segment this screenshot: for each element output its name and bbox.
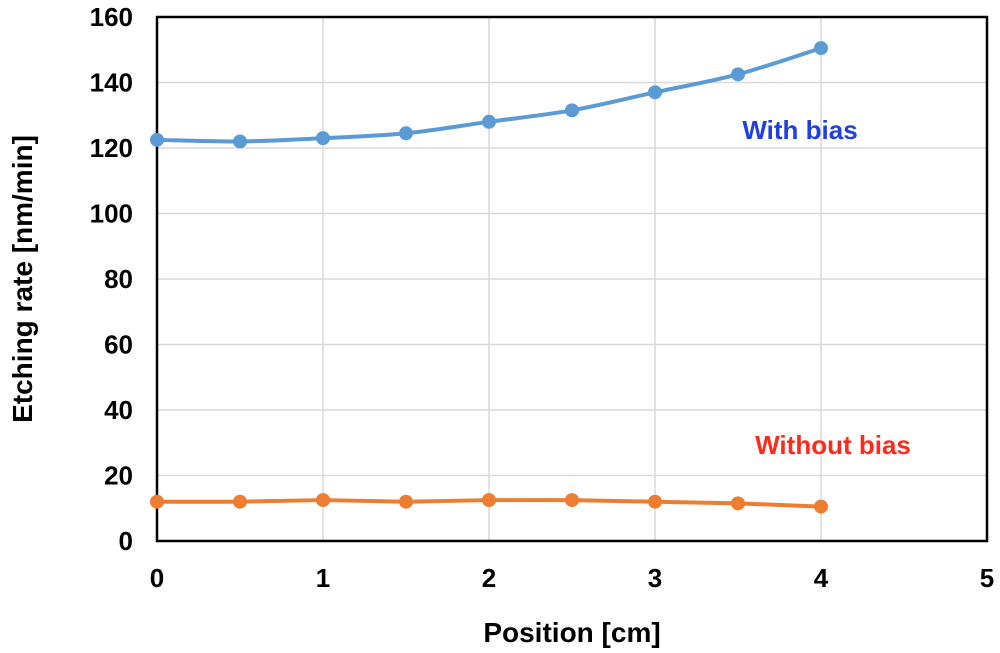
x-tick-label: 4 — [814, 563, 829, 593]
data-point-s1-8 — [814, 499, 828, 514]
x-tick-label: 1 — [316, 563, 330, 593]
data-point-s1-5 — [565, 493, 579, 508]
data-point-s1-1 — [233, 494, 247, 509]
series-label-with-bias: With bias — [742, 115, 857, 145]
x-tick-label: 0 — [150, 563, 164, 593]
data-point-s1-0 — [150, 494, 164, 509]
y-tick-labels: 0 20 40 60 80 100 120 140 160 — [90, 2, 133, 556]
data-point-s0-3 — [399, 126, 413, 141]
data-point-s0-4 — [482, 114, 496, 129]
data-point-s1-6 — [648, 494, 662, 509]
x-tick-labels: 0 1 2 3 4 5 — [150, 563, 994, 593]
y-tick-label: 120 — [90, 133, 133, 163]
y-tick-label: 60 — [104, 330, 133, 360]
x-axis-title: Position [cm] — [483, 617, 660, 648]
x-tick-label: 3 — [648, 563, 662, 593]
data-point-s0-2 — [316, 131, 330, 146]
data-point-s0-8 — [814, 41, 828, 56]
data-point-s1-2 — [316, 493, 330, 508]
plot-frame — [155, 15, 989, 543]
y-tick-label: 40 — [104, 395, 133, 425]
grid-lines — [157, 17, 987, 541]
data-point-s1-7 — [731, 496, 745, 511]
data-point-s1-3 — [399, 494, 413, 509]
y-tick-label: 0 — [119, 526, 133, 556]
data-point-s0-1 — [233, 134, 247, 149]
data-point-s0-5 — [565, 103, 579, 118]
y-tick-label: 20 — [104, 461, 133, 491]
data-point-s0-6 — [648, 85, 662, 100]
x-tick-label: 5 — [980, 563, 994, 593]
y-axis-title: Etching rate [nm/min] — [7, 135, 38, 423]
data-point-s0-0 — [150, 132, 164, 147]
series-label-without-bias: Without bias — [755, 430, 911, 460]
y-tick-label: 80 — [104, 264, 133, 294]
series-group — [150, 41, 828, 514]
data-point-s0-7 — [731, 67, 745, 82]
y-tick-label: 100 — [90, 199, 133, 229]
y-tick-label: 140 — [90, 68, 133, 98]
data-point-s1-4 — [482, 493, 496, 508]
y-tick-label: 160 — [90, 2, 133, 32]
x-tick-label: 2 — [482, 563, 496, 593]
